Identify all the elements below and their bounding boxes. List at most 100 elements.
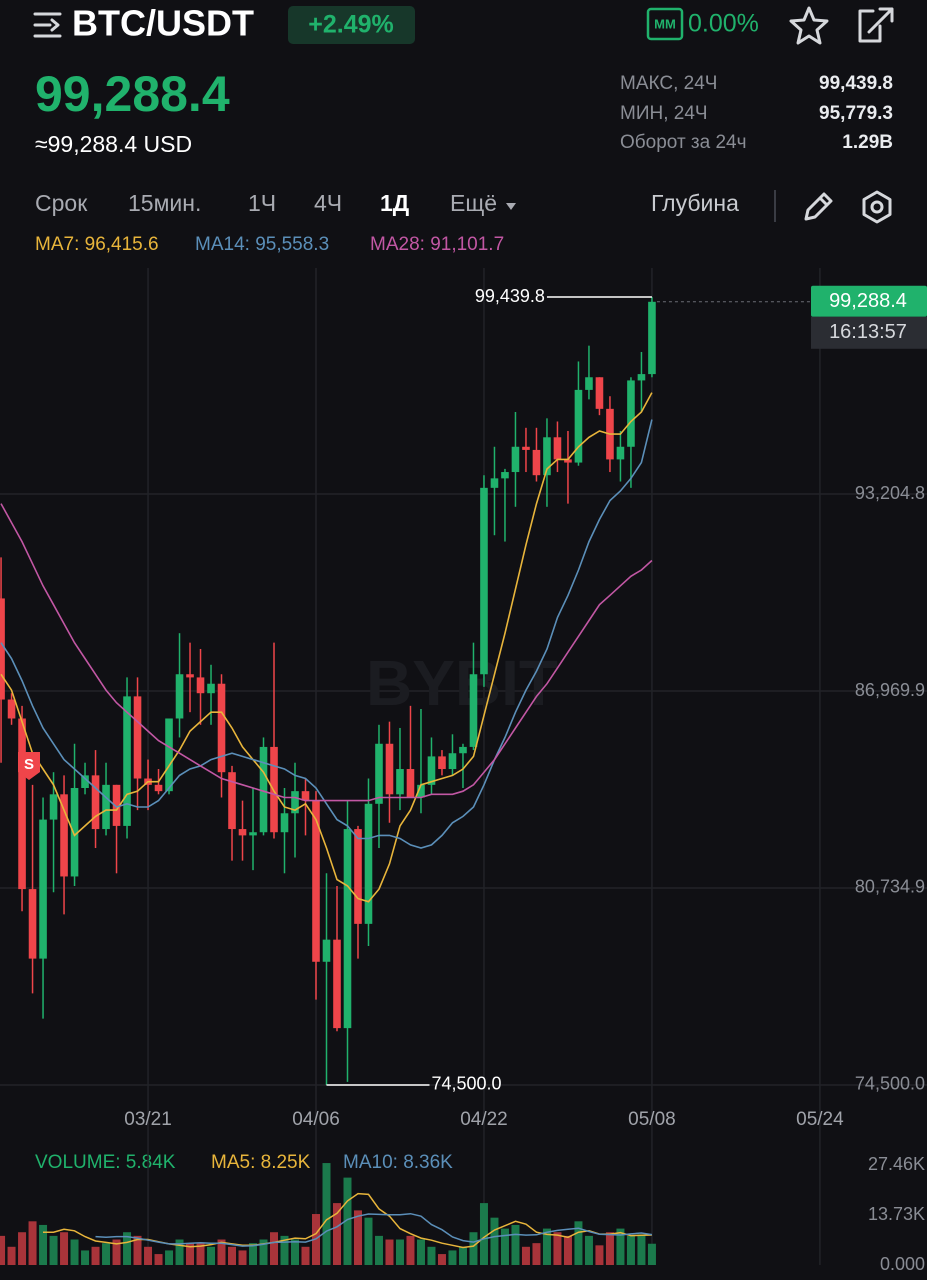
y-tick-label: 86,969.9	[855, 680, 925, 700]
candle-body	[112, 784, 121, 826]
countdown: 16:13:57	[829, 321, 907, 343]
settings-icon[interactable]	[862, 190, 892, 224]
signal-marker[interactable]	[18, 752, 40, 780]
candle-body	[501, 472, 509, 479]
change: +2.49%	[308, 11, 394, 39]
legend-entry: MA7: 96,415.6	[35, 234, 159, 255]
plot	[0, 297, 656, 1265]
candle-body	[585, 377, 593, 390]
volume-bar	[301, 1246, 310, 1265]
legend-entry: MA28: 91,101.7	[370, 234, 504, 255]
y-tick-label: 93,204.8	[855, 483, 925, 503]
volume-bar	[102, 1243, 111, 1265]
volume-bar	[291, 1239, 300, 1265]
volume-bar	[500, 1228, 509, 1265]
volume-bar	[374, 1235, 383, 1265]
candle-body	[102, 784, 110, 830]
candle-body	[28, 889, 37, 959]
candle-body	[123, 696, 131, 826]
candle-body	[81, 775, 89, 788]
candle-body	[396, 769, 404, 795]
volume-bar	[343, 1177, 352, 1265]
volume-bar	[175, 1239, 184, 1265]
volume-bar	[406, 1235, 415, 1265]
y-tick-label: 80,734.9	[855, 877, 925, 897]
timeframe-tab[interactable]: 4Ч	[314, 190, 342, 216]
candle-body	[511, 446, 520, 473]
mm-badge: MM	[654, 16, 676, 31]
volume-bar	[28, 1221, 37, 1265]
price-usd: ≈99,288.4 USD	[35, 131, 192, 157]
volume-bar	[60, 1232, 69, 1265]
menu-lines	[33, 12, 62, 38]
candle-body	[532, 449, 541, 476]
volume-bar	[207, 1246, 216, 1265]
candle-body	[333, 939, 341, 1029]
volume-bar	[196, 1243, 205, 1265]
countdown-tag	[811, 316, 927, 349]
volume-bar	[626, 1235, 635, 1265]
volume-bar	[332, 1203, 341, 1265]
volume-bar	[448, 1250, 457, 1265]
candle-body	[637, 374, 646, 381]
timeframe-tab[interactable]: Ещё	[450, 190, 497, 216]
x-tick-label: 05/24	[796, 1109, 844, 1130]
candle-body	[259, 746, 268, 833]
candle-body	[91, 775, 100, 830]
candle-body	[196, 677, 205, 694]
candle-body	[133, 696, 142, 779]
volume-bar	[91, 1246, 100, 1265]
ma-line	[0, 503, 653, 802]
candle-body	[280, 813, 289, 833]
depth-tab[interactable]: Глубина	[651, 190, 739, 216]
draw-icon[interactable]	[804, 192, 833, 221]
symbol[interactable]: BTC/USDT	[72, 3, 254, 44]
volume-bar	[112, 1239, 121, 1265]
favorite-icon[interactable]	[789, 6, 829, 45]
timeframe-tab[interactable]: 15мин.	[128, 190, 201, 216]
menu-icon[interactable]	[33, 12, 62, 38]
volume-bar	[364, 1217, 373, 1265]
settings-icon-center	[870, 200, 884, 214]
candle-body	[480, 487, 488, 675]
mm-value[interactable]: 0.00%	[688, 10, 759, 38]
last-price-tag	[811, 285, 927, 317]
volume-bar	[280, 1235, 289, 1265]
timeframe-tab[interactable]: Срок	[35, 190, 88, 216]
volume-bar	[123, 1232, 132, 1265]
extreme-label: 74,500.0	[431, 1074, 501, 1094]
candle-body	[312, 800, 320, 962]
volume-bar	[595, 1245, 604, 1265]
share-icon[interactable]	[858, 7, 894, 43]
candle-body	[186, 674, 194, 678]
volume-bar	[427, 1246, 436, 1265]
candle-body	[228, 772, 236, 830]
candle-body	[165, 718, 173, 792]
candle-body	[0, 598, 5, 700]
volume-bar	[249, 1243, 258, 1265]
candle-body	[574, 389, 583, 463]
timeframe-tab[interactable]: 1Д	[380, 190, 409, 216]
volume-bar	[0, 1235, 6, 1265]
timeframe-tab[interactable]: 1Ч	[248, 190, 276, 216]
volume-ma-line	[95, 1212, 653, 1247]
candle-body	[70, 787, 79, 877]
watermark: BYBIT	[366, 647, 558, 719]
candle-body	[648, 301, 656, 375]
volume-bar	[469, 1232, 478, 1265]
ma-legend: MA7: 96,415.6 MA14: 95,558.3 MA28: 91,101.…	[35, 234, 504, 1173]
candle-body	[354, 829, 362, 924]
candle-body	[564, 459, 572, 463]
candle-body	[595, 377, 604, 409]
volume-bar	[228, 1246, 237, 1265]
volume-bar	[490, 1217, 499, 1265]
volume-bar	[70, 1239, 79, 1265]
volume-bar	[395, 1239, 404, 1265]
volume-bar	[647, 1243, 656, 1265]
volume-bar	[18, 1232, 27, 1265]
stat-label: МАКС, 24Ч	[620, 73, 717, 94]
y-tick-label: 74,500.0	[855, 1074, 925, 1094]
candle-body	[522, 446, 530, 450]
legend-entry: MA5: 8.25K	[211, 1152, 311, 1173]
candle-body	[49, 794, 58, 820]
